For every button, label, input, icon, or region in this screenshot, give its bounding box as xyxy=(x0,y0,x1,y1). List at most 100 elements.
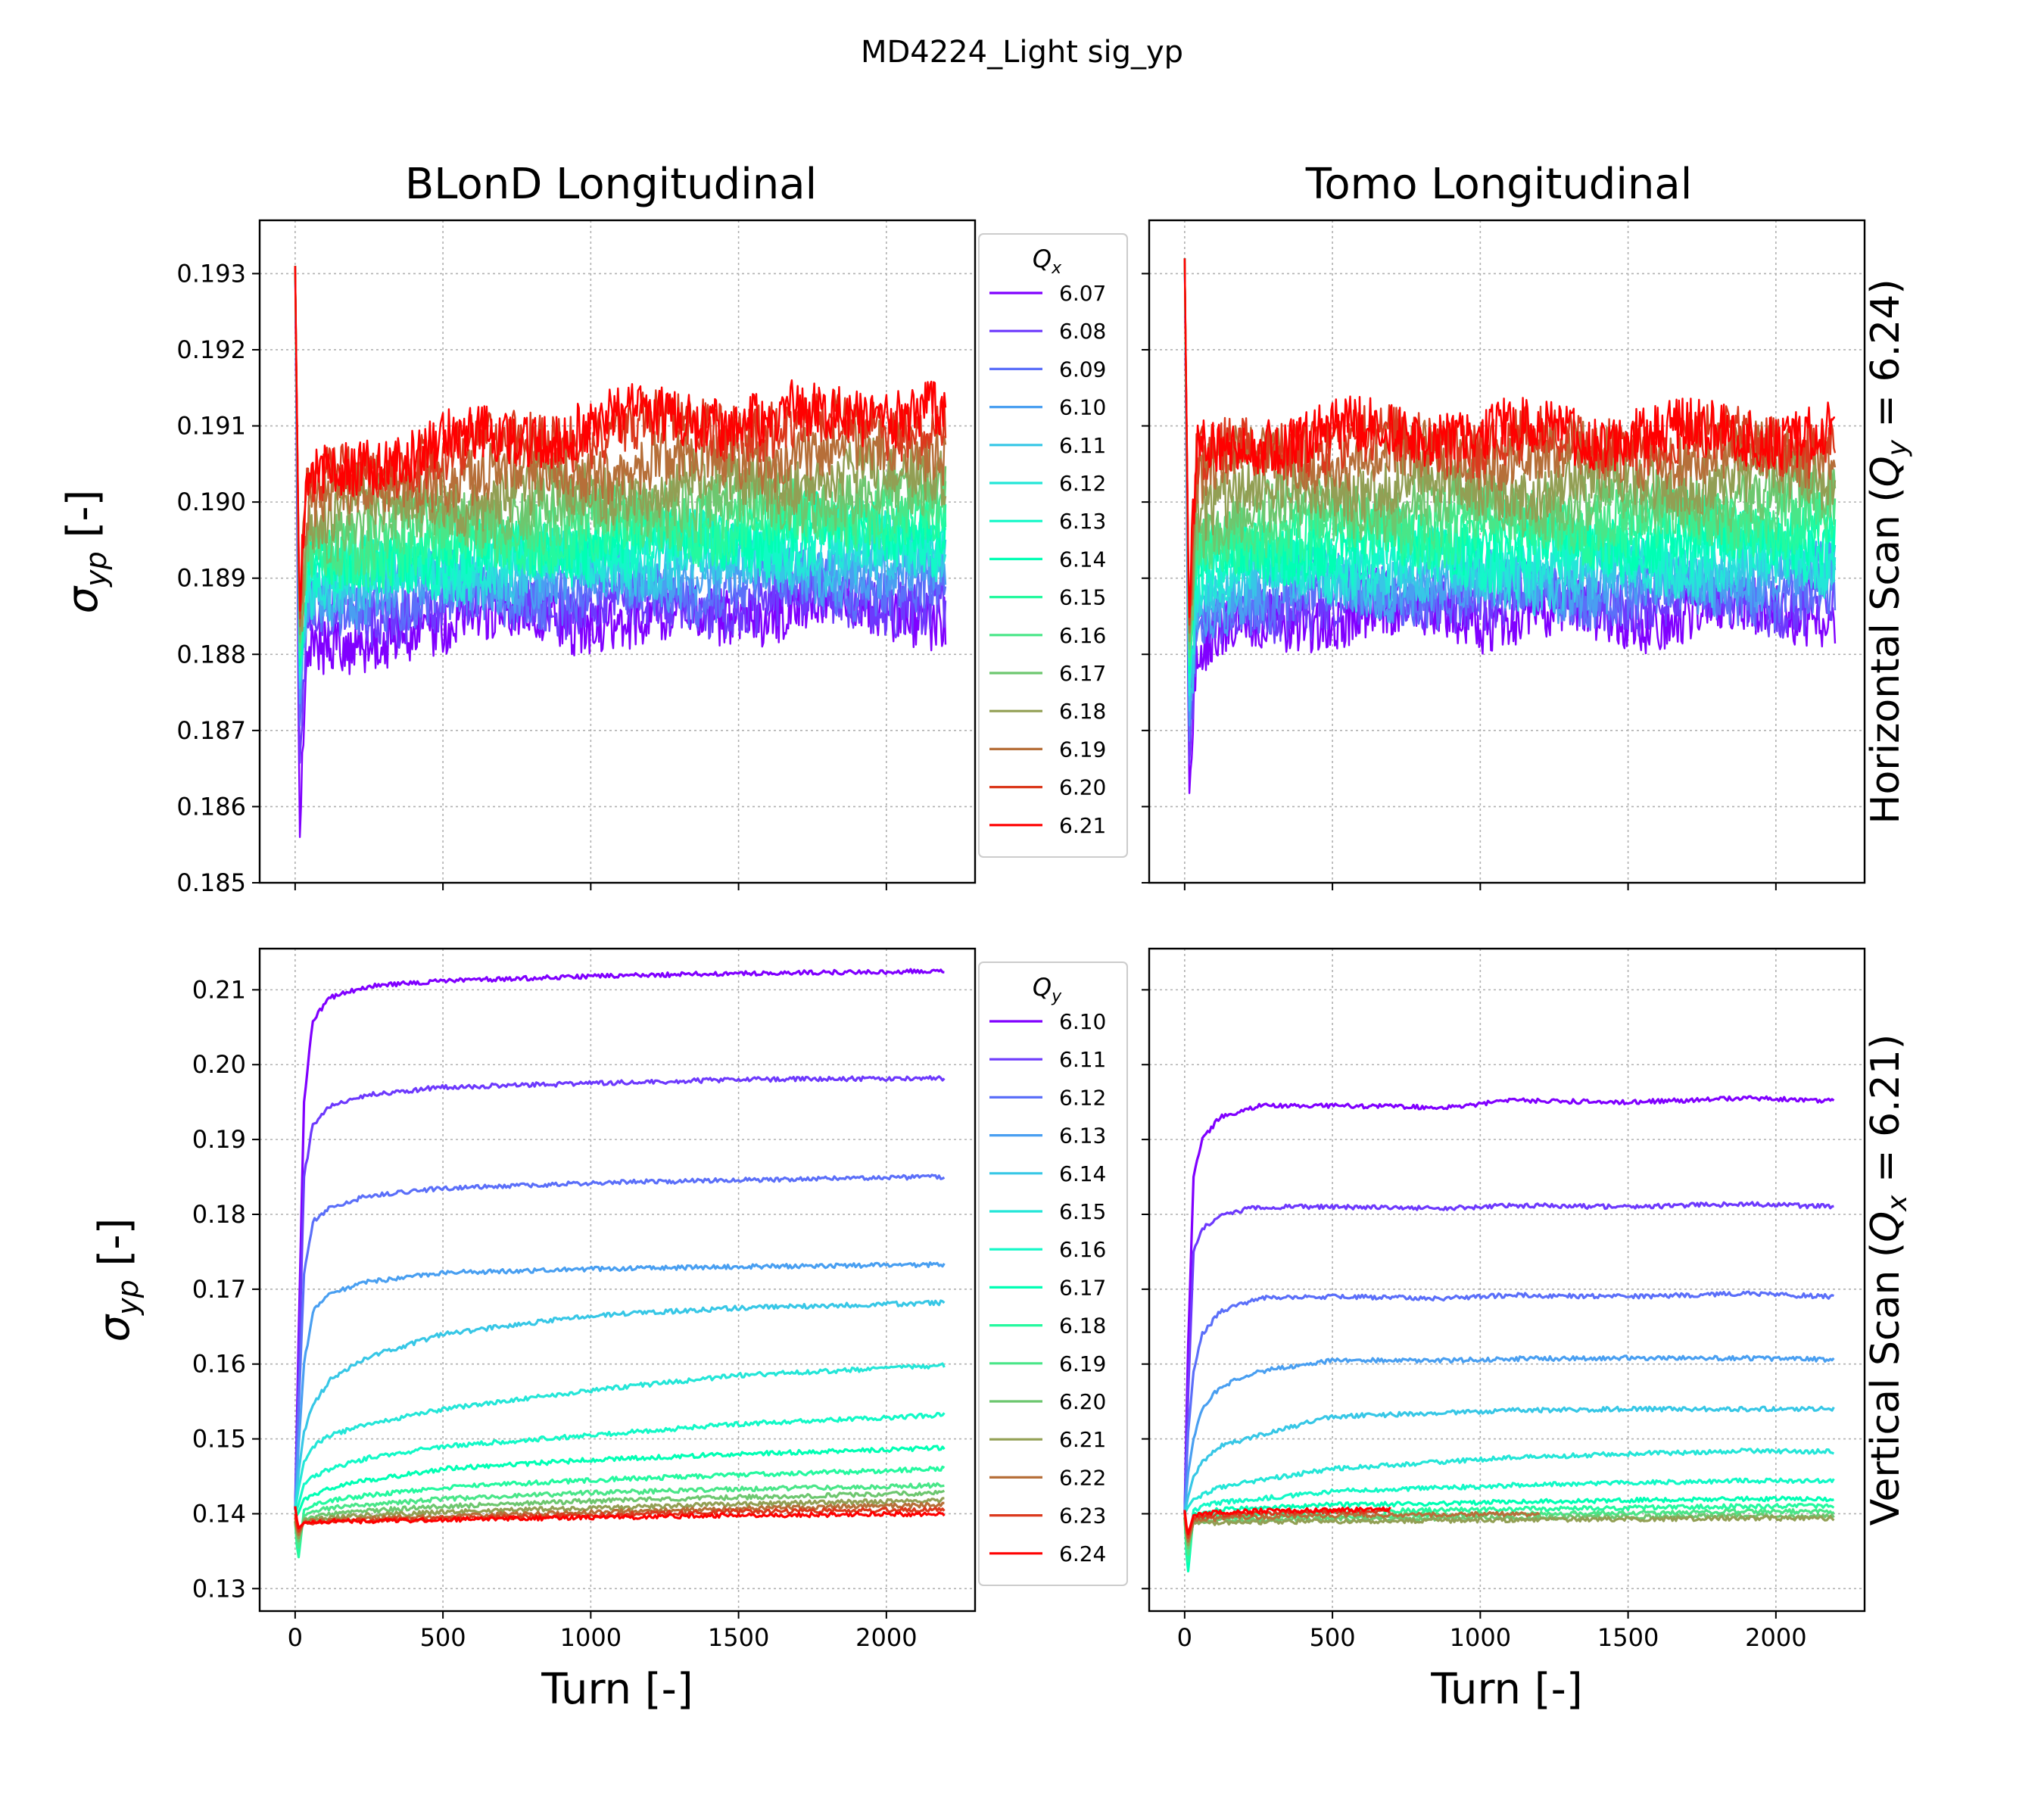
series-line-6-20 xyxy=(294,1489,946,1543)
legend-label-6-19: 6.19 xyxy=(1059,1351,1106,1376)
y-tick-label-5: 0.18 xyxy=(192,1200,246,1229)
x-tick-label-2: 1000 xyxy=(1450,1623,1511,1652)
y-tick-label-1: 0.14 xyxy=(192,1499,246,1528)
legend-label-6-09: 6.09 xyxy=(1059,357,1106,382)
series-line-6-15 xyxy=(1183,1448,1835,1515)
legend-label-6-14: 6.14 xyxy=(1059,547,1106,572)
legend-label-6-11: 6.11 xyxy=(1059,433,1106,458)
legend-label-6-10: 6.10 xyxy=(1059,395,1106,420)
legend-title: Qx xyxy=(1033,245,1062,278)
series-line-6-16 xyxy=(294,1411,946,1515)
series-line-6-11 xyxy=(1183,1201,1834,1514)
x-tick-label-1: 500 xyxy=(420,1623,466,1652)
legend-label-6-22: 6.22 xyxy=(1059,1465,1106,1490)
legend-label-6-08: 6.08 xyxy=(1059,319,1106,344)
legend-label-6-14: 6.14 xyxy=(1059,1161,1106,1186)
legend-label-6-16: 6.16 xyxy=(1059,623,1106,648)
series-line-6-14 xyxy=(294,1299,946,1510)
legend-label-6-12: 6.12 xyxy=(1059,471,1106,496)
x-tick-label-4: 2000 xyxy=(855,1623,917,1652)
legend-label-6-18: 6.18 xyxy=(1059,1314,1106,1339)
x-tick-label-2: 1000 xyxy=(560,1623,622,1652)
x-tick-label-3: 1500 xyxy=(708,1623,769,1652)
y-tick-label-5: 0.190 xyxy=(176,488,246,516)
legend-label-6-19: 6.19 xyxy=(1059,737,1106,762)
legend-label-6-15: 6.15 xyxy=(1059,1199,1106,1224)
series-line-6-12 xyxy=(294,1173,946,1510)
series-line-6-10 xyxy=(294,968,945,1510)
row-label-vertical: Vertical Scan (Qx = 6.21) xyxy=(1863,1034,1913,1526)
series-line-6-24 xyxy=(1183,1506,1391,1535)
panel-bottom-left: 0 500 1000 1500 2000 0.13 0.14 0.15 0.16 0.17 0.18… xyxy=(90,947,1128,1714)
y-tick-label-7: 0.192 xyxy=(176,335,246,364)
series-line-6-19 xyxy=(294,1482,945,1549)
series-line-6-21 xyxy=(294,266,947,612)
x-axis-label: Turn [-] xyxy=(541,1665,693,1714)
y-tick-label-8: 0.193 xyxy=(176,259,246,288)
legend-box xyxy=(978,233,1128,858)
series-line-6-16 xyxy=(1183,258,1837,659)
y-tick-label-2: 0.187 xyxy=(176,716,246,745)
series-line-6-18 xyxy=(294,1465,946,1559)
series-line-6-19 xyxy=(294,266,947,628)
legend-label-6-07: 6.07 xyxy=(1059,281,1106,306)
series-line-6-13 xyxy=(294,1261,946,1510)
series-line-6-21 xyxy=(1183,1514,1835,1547)
axes-frame xyxy=(1148,947,1866,1613)
axes-frame xyxy=(258,219,977,884)
column-title-blond: BLonD Longitudinal xyxy=(405,160,817,209)
series-line-6-16 xyxy=(294,266,947,651)
series-line-6-16 xyxy=(1183,1477,1835,1562)
legend-label-6-21: 6.21 xyxy=(1059,813,1106,838)
x-tick-label-0: 0 xyxy=(1177,1623,1192,1652)
series-line-6-24 xyxy=(294,1506,946,1530)
y-tick-label-6: 0.19 xyxy=(192,1125,246,1154)
x-tick-label-1: 500 xyxy=(1310,1623,1356,1652)
legend-label-6-13: 6.13 xyxy=(1059,1124,1106,1148)
series-line-6-14 xyxy=(1183,1405,1835,1514)
legend-box xyxy=(978,961,1128,1586)
axes-frame xyxy=(1148,219,1866,884)
row-label-horizontal: Horizontal Scan (Qy = 6.24) xyxy=(1863,279,1913,824)
legend-label-6-11: 6.11 xyxy=(1059,1047,1106,1072)
y-tick-label-3: 0.16 xyxy=(192,1350,246,1379)
column-title-tomo: Tomo Longitudinal xyxy=(1305,160,1693,209)
legend-label-6-16: 6.16 xyxy=(1059,1237,1106,1262)
legend-label-6-24: 6.24 xyxy=(1059,1541,1106,1566)
x-tick-label-4: 2000 xyxy=(1745,1623,1806,1652)
panel-top-right: Horizontal Scan (Qy = 6.24) xyxy=(1142,219,1913,890)
series-line-6-13 xyxy=(1183,1354,1835,1514)
y-tick-label-1: 0.186 xyxy=(176,792,246,821)
series-line-6-10 xyxy=(1183,1095,1835,1514)
x-tick-label-0: 0 xyxy=(288,1623,303,1652)
y-tick-label-0: 0.13 xyxy=(192,1574,246,1603)
series-line-6-15 xyxy=(294,1362,946,1510)
series-line-6-15 xyxy=(1183,258,1837,666)
y-tick-label-7: 0.20 xyxy=(192,1050,246,1079)
panels-layer: 0.1850.1860.1870.1880.1890.1900.1910.192… xyxy=(58,219,1913,1714)
panel-bottom-right: 0 500 1000 1500 2000 Turn [-] Vertical Scan (Q… xyxy=(1142,947,1913,1714)
legend-label-6-21: 6.21 xyxy=(1059,1427,1106,1452)
series-line-6-21 xyxy=(1183,258,1836,619)
panel-top-left: 0.185 0.186 0.187 0.188 0.189 0.190 0.191 0.192… xyxy=(58,219,1128,897)
series-line-6-11 xyxy=(294,1075,946,1510)
legend-label-6-23: 6.23 xyxy=(1059,1504,1106,1529)
y-tick-label-8: 0.21 xyxy=(192,975,246,1004)
legend-label-6-17: 6.17 xyxy=(1059,1275,1106,1300)
y-axis-label: σyp [-] xyxy=(58,490,113,614)
legend-title: Qy xyxy=(1033,973,1062,1006)
axes-frame xyxy=(258,947,977,1613)
series-line-6-21 xyxy=(294,1497,945,1540)
y-axis-label: σyp [-] xyxy=(90,1218,145,1342)
legend-label-6-13: 6.13 xyxy=(1059,509,1106,534)
y-tick-label-4: 0.189 xyxy=(176,564,246,593)
y-tick-label-0: 0.185 xyxy=(176,868,246,897)
legend-label-6-20: 6.20 xyxy=(1059,775,1106,800)
y-tick-label-3: 0.188 xyxy=(176,640,246,669)
legend-label-6-15: 6.15 xyxy=(1059,585,1106,610)
y-tick-label-2: 0.15 xyxy=(192,1425,246,1454)
legend-label-6-10: 6.10 xyxy=(1059,1009,1106,1034)
series-line-6-20 xyxy=(1183,1513,1835,1550)
legend-label-6-20: 6.20 xyxy=(1059,1389,1106,1414)
